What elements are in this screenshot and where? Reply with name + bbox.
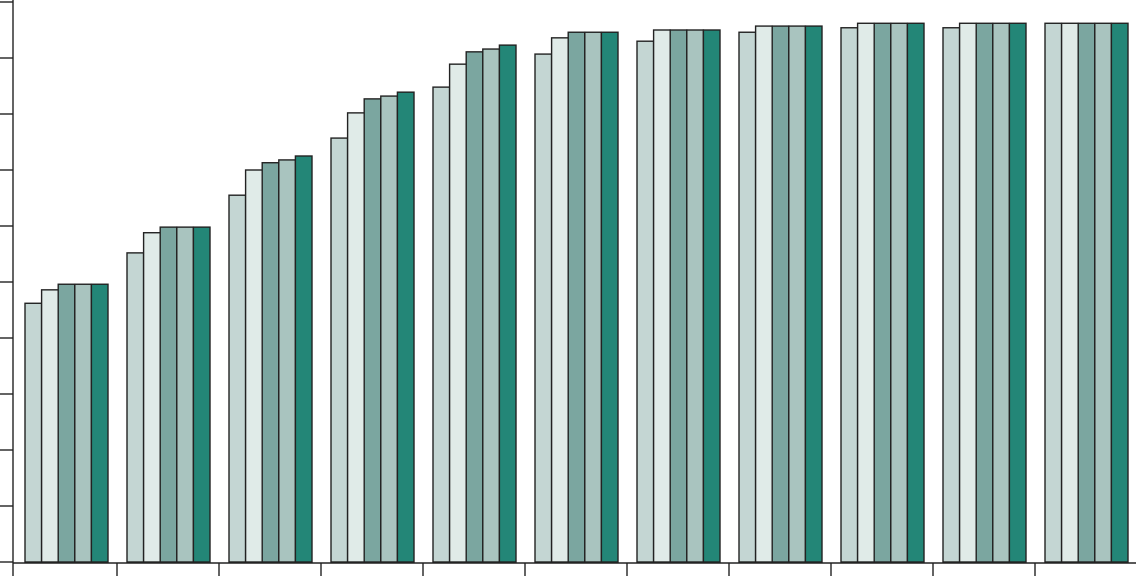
bar [600,31,619,563]
bar [567,31,586,563]
bar [534,53,553,563]
bar [584,31,603,563]
bar [1044,22,1063,563]
bar [90,283,109,563]
bar [788,25,807,563]
bar [278,159,297,563]
bar [890,22,909,563]
bar [754,25,773,563]
bar [228,194,247,563]
bar [942,27,961,563]
bar [192,226,211,563]
bar [1077,22,1096,563]
bar [1060,22,1079,563]
bar [550,37,569,563]
bar [40,289,59,563]
bar [142,232,161,563]
bar [958,22,977,563]
bar [465,51,484,563]
bar [804,25,823,563]
bar [294,155,313,563]
bar [74,283,93,563]
bar [126,252,145,563]
bar [1110,22,1129,563]
bar [669,29,688,563]
bar [738,31,757,563]
bar [873,22,892,563]
bar [840,27,859,563]
bar [771,25,790,563]
bar [24,302,43,563]
bar [906,22,925,563]
bar [482,48,501,563]
bar [380,95,399,563]
bar [448,63,467,563]
bar [1008,22,1027,563]
bar [856,22,875,563]
bar [346,112,365,563]
bar [975,22,994,563]
bar [159,226,178,563]
bar [498,44,517,563]
bar [57,283,76,563]
bar [1094,22,1113,563]
bar [176,226,195,563]
bar [652,29,671,563]
bar [396,91,415,563]
bar [261,162,280,563]
bar [636,40,655,563]
bar [992,22,1011,563]
bar [330,137,349,563]
bar [244,169,263,563]
bar [702,29,721,563]
bar [686,29,705,563]
bar [432,86,451,563]
bar [363,98,382,563]
